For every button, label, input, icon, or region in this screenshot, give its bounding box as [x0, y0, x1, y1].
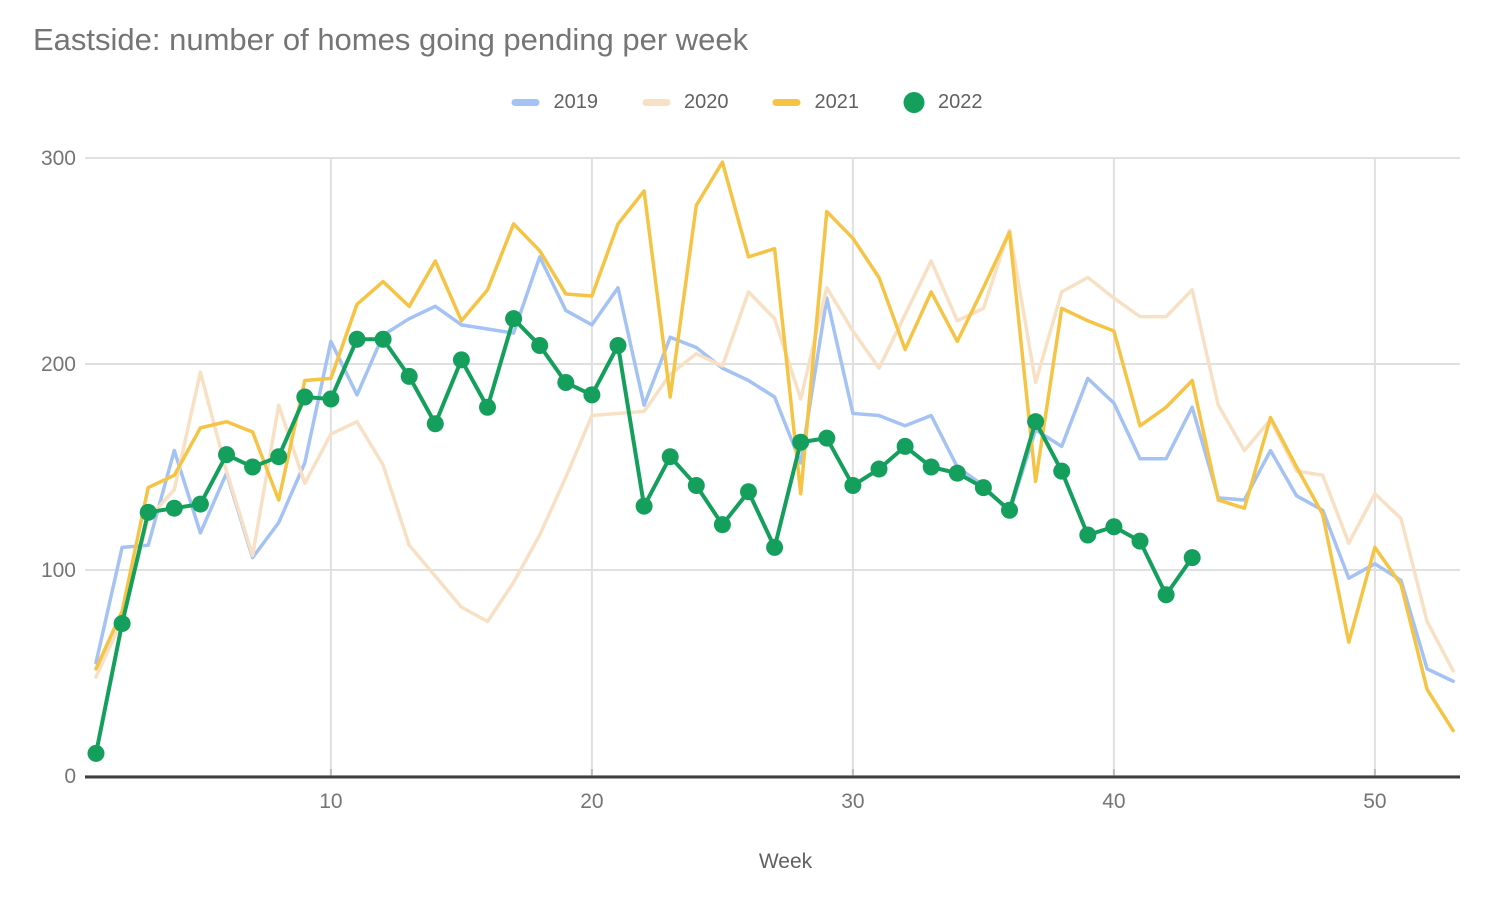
data-point	[1183, 549, 1201, 567]
data-point	[1157, 586, 1175, 604]
data-point	[348, 330, 366, 348]
x-axis-title: Week	[759, 850, 813, 873]
data-point	[113, 615, 131, 633]
data-point	[244, 458, 262, 476]
data-point	[139, 503, 157, 521]
x-tick-label: 10	[319, 790, 342, 813]
data-point	[191, 495, 209, 513]
data-point	[818, 429, 836, 447]
data-point	[531, 336, 549, 354]
data-point	[713, 516, 731, 534]
legend-item-2019: 2019	[511, 91, 599, 114]
data-point	[1001, 501, 1018, 519]
data-point	[296, 388, 314, 406]
data-point	[165, 499, 183, 517]
data-point	[1053, 462, 1071, 480]
data-point	[479, 398, 496, 416]
x-tick-label: 50	[1363, 790, 1386, 813]
data-point	[1105, 518, 1123, 536]
series-2022	[87, 310, 1201, 762]
legend-item-2020: 2020	[642, 91, 729, 114]
chart-title: Eastside: number of homes going pending …	[33, 22, 749, 57]
y-axis-labels: 0 100 200 300	[41, 147, 76, 788]
data-point	[661, 448, 679, 466]
y-tick-label: 200	[41, 353, 76, 376]
data-point	[270, 448, 288, 466]
data-point	[922, 458, 940, 476]
legend-swatch-2020	[642, 99, 670, 106]
data-point	[609, 336, 627, 354]
data-point	[322, 390, 340, 408]
data-point	[400, 367, 418, 385]
x-tick-label: 40	[1102, 790, 1125, 813]
data-point	[896, 437, 914, 455]
data-point	[1027, 413, 1045, 431]
legend-item-2022: 2022	[903, 91, 983, 114]
y-tick-label: 100	[41, 559, 76, 582]
data-point	[426, 415, 444, 433]
data-point	[687, 477, 705, 495]
series-2020	[94, 228, 1455, 679]
x-axis-labels: 10 20 30 40 50	[319, 769, 1387, 813]
data-point	[870, 460, 888, 478]
data-point	[974, 479, 992, 497]
data-point	[792, 433, 810, 451]
data-point	[557, 374, 575, 392]
data-point	[1079, 526, 1097, 544]
data-point	[452, 351, 470, 369]
series-2021	[94, 160, 1455, 733]
data-point	[374, 330, 392, 348]
legend-label-2019: 2019	[553, 91, 599, 113]
data-point	[844, 477, 862, 495]
data-point	[766, 538, 784, 556]
data-point	[1131, 532, 1149, 550]
legend-label-2020: 2020	[684, 91, 729, 113]
data-point	[505, 310, 523, 328]
chart-legend: 2019 2020 2021 2022	[511, 91, 983, 114]
legend-label-2022: 2022	[938, 91, 983, 113]
legend-dot-2022	[903, 92, 924, 113]
data-point	[87, 744, 105, 762]
legend-swatch-2019	[511, 99, 540, 106]
x-tick-label: 30	[841, 790, 864, 813]
data-point	[948, 464, 966, 482]
y-tick-label: 300	[41, 147, 76, 170]
data-point	[740, 483, 757, 501]
data-point	[635, 497, 653, 515]
legend-label-2021: 2021	[814, 91, 860, 113]
series-2019	[94, 255, 1455, 683]
data-point	[583, 386, 601, 404]
legend-item-2021: 2021	[772, 91, 860, 114]
x-tick-label: 20	[580, 790, 603, 813]
data-point	[218, 446, 235, 464]
y-tick-label: 0	[64, 765, 76, 788]
legend-swatch-2021	[772, 99, 801, 106]
